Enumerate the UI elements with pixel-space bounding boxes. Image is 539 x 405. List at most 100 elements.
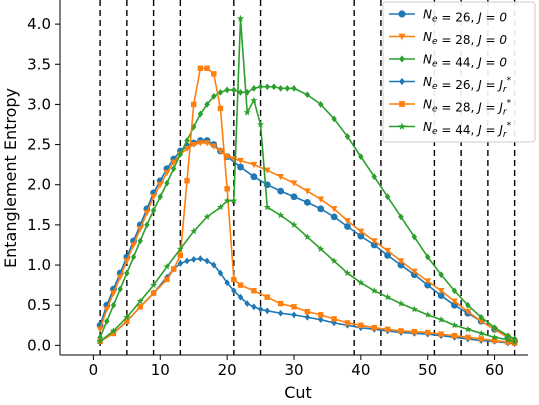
data-point	[398, 122, 406, 130]
legend-label-part: e	[432, 105, 438, 115]
data-point	[237, 282, 244, 288]
data-point	[290, 180, 298, 187]
data-point	[277, 84, 284, 92]
data-point	[257, 83, 264, 91]
data-point	[318, 312, 324, 318]
data-point	[397, 299, 405, 307]
data-point	[290, 193, 298, 201]
series-5	[97, 65, 518, 346]
data-point	[97, 333, 103, 341]
legend-label-part: e	[432, 15, 438, 25]
legend-label-part: e	[432, 37, 438, 47]
data-point	[511, 338, 519, 346]
legend-label-part: *	[507, 121, 512, 131]
data-point	[243, 108, 251, 116]
y-tick-label: 0.5	[27, 296, 51, 314]
legend-label-part: *	[507, 99, 512, 109]
data-point	[410, 268, 418, 275]
data-point	[164, 179, 170, 187]
data-point	[211, 92, 217, 100]
data-point	[231, 86, 237, 94]
legend-label-part: N	[423, 98, 432, 112]
data-point	[491, 333, 499, 341]
data-point	[451, 287, 458, 295]
data-point	[451, 333, 458, 339]
legend-label-part: = 26,	[438, 11, 479, 25]
data-point	[203, 213, 211, 220]
data-point	[224, 86, 230, 94]
legend-label-part: = 0	[482, 56, 508, 70]
data-point	[176, 245, 184, 253]
data-point	[277, 211, 285, 219]
y-tick-label: 2.5	[27, 136, 51, 154]
data-point	[217, 148, 224, 155]
data-point	[371, 173, 377, 181]
data-point	[170, 165, 177, 173]
legend-label-part: r	[503, 130, 508, 140]
data-point	[318, 101, 324, 108]
data-point	[344, 320, 351, 326]
data-point	[291, 304, 297, 310]
data-point	[257, 120, 265, 128]
data-point	[251, 288, 257, 294]
data-point	[124, 269, 130, 277]
data-point	[190, 227, 198, 235]
data-point	[478, 313, 484, 321]
series-6	[96, 14, 519, 346]
axes: 0 10 20 30 40 50 60 0.0 0.5 1.0 1.5 2.0 2.5 3.0 3.5 4.0	[27, 0, 528, 379]
legend-label-part: r	[503, 108, 508, 118]
data-point	[204, 101, 210, 108]
x-tick-label: 50	[418, 361, 437, 379]
data-point	[250, 173, 258, 181]
data-point	[437, 315, 445, 323]
data-point	[330, 213, 338, 221]
data-point	[190, 101, 197, 108]
data-point	[331, 316, 337, 322]
data-point	[291, 311, 297, 319]
legend-label: Ne = 44, J = 0	[423, 53, 507, 70]
data-point	[277, 309, 284, 317]
data-point	[411, 328, 418, 335]
data-point	[156, 182, 164, 189]
legend-label-part: = J	[482, 78, 504, 92]
data-point	[110, 290, 117, 297]
data-point	[358, 153, 364, 161]
data-point	[398, 328, 404, 334]
data-point	[424, 281, 432, 289]
data-point	[384, 326, 391, 333]
data-point	[504, 336, 512, 343]
y-tick-label: 3.5	[27, 55, 51, 73]
data-point	[204, 257, 210, 265]
data-point	[317, 205, 325, 213]
data-point	[163, 169, 171, 177]
data-point	[236, 14, 245, 22]
data-point	[164, 276, 170, 283]
data-point	[477, 329, 485, 337]
data-point	[399, 101, 405, 107]
data-point	[397, 258, 405, 265]
data-point	[223, 153, 231, 161]
data-point	[271, 83, 277, 91]
data-point	[291, 84, 297, 92]
data-point	[177, 260, 184, 267]
data-point	[357, 232, 365, 240]
legend-label-part: J	[476, 101, 482, 115]
data-point	[290, 221, 298, 228]
data-point	[217, 88, 224, 96]
data-point	[264, 307, 270, 315]
data-point	[170, 159, 178, 166]
data-point	[277, 187, 285, 195]
legend-label-part: N	[423, 75, 432, 89]
data-point	[277, 173, 285, 181]
y-tick-label: 3.0	[27, 95, 51, 113]
legend-label-part: r	[503, 85, 508, 95]
data-point	[231, 287, 237, 295]
data-point	[331, 319, 337, 327]
y-tick-label: 4.0	[27, 15, 51, 33]
data-point	[370, 287, 378, 294]
data-point	[384, 193, 391, 201]
data-point	[184, 137, 190, 144]
data-point	[104, 317, 110, 325]
legend-label-part: J	[476, 78, 482, 92]
data-point	[123, 313, 131, 321]
